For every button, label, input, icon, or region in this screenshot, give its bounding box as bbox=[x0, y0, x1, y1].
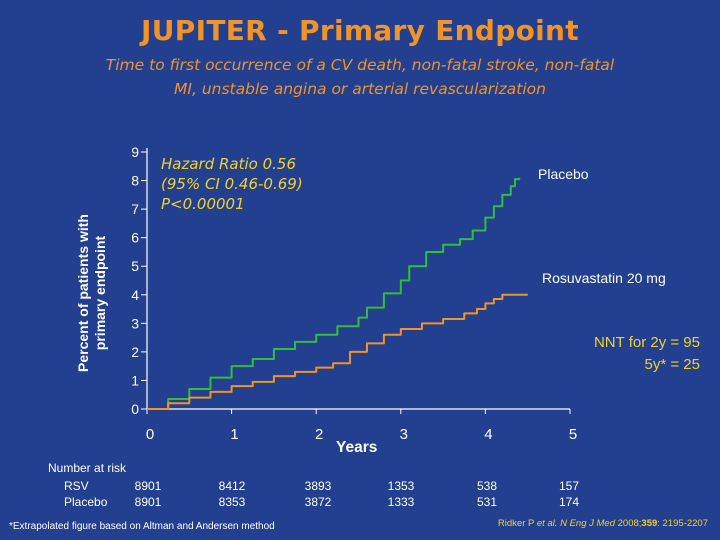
risk-cell: 1333 bbox=[387, 495, 415, 509]
risk-cell: 157 bbox=[558, 479, 580, 493]
y-tick-label: 0 bbox=[131, 401, 139, 417]
y-tick-label: 8 bbox=[131, 173, 139, 189]
citation-year: 2008; bbox=[615, 518, 642, 529]
risk-cell: 1353 bbox=[387, 479, 415, 493]
hazard-ratio-line: Hazard Ratio 0.56 bbox=[161, 155, 296, 173]
placebo-curve bbox=[147, 177, 521, 410]
nnt-2y: NNT for 2y = 95 bbox=[593, 334, 700, 351]
y-tick-label: 2 bbox=[131, 344, 139, 360]
citation-etal: et al. bbox=[536, 518, 558, 529]
x-axis-ticks: 0 1 2 3 4 5 bbox=[146, 409, 577, 443]
x-axis-label: Years bbox=[336, 439, 378, 456]
x-tick-label: 4 bbox=[484, 426, 492, 443]
nnt-annotation: NNT for 2y = 95 5y* = 25 bbox=[594, 332, 700, 376]
risk-cell: 8901 bbox=[134, 495, 162, 509]
x-tick-label: 3 bbox=[400, 426, 408, 443]
nnt-5y: 5y* = 25 bbox=[644, 356, 700, 373]
citation: Ridker P et al. N Eng J Med 2008;359: 21… bbox=[498, 518, 708, 529]
p-value-line: P<0.00001 bbox=[161, 195, 245, 213]
risk-cell: 538 bbox=[476, 479, 498, 493]
y-tick-label: 1 bbox=[131, 372, 139, 388]
y-tick-label: 7 bbox=[131, 201, 139, 217]
y-tick-label: 6 bbox=[131, 230, 139, 246]
risk-cell: 8412 bbox=[218, 479, 246, 493]
subtitle-line-1: Time to first occurrence of a CV death, … bbox=[105, 56, 615, 74]
risk-cell: 8353 bbox=[218, 495, 246, 509]
slide-title: JUPITER - Primary Endpoint bbox=[141, 14, 579, 47]
risk-cell: 8901 bbox=[134, 479, 162, 493]
y-tick-label: 5 bbox=[131, 258, 139, 274]
slide-subtitle: Time to first occurrence of a CV death, … bbox=[40, 53, 680, 101]
legend-rosuvastatin: Rosuvastatin 20 mg bbox=[542, 270, 666, 286]
risk-row-label-rsv: RSV bbox=[64, 479, 89, 493]
x-tick-label: 2 bbox=[315, 426, 323, 443]
legend-placebo: Placebo bbox=[538, 166, 589, 182]
y-tick-label: 9 bbox=[131, 144, 139, 160]
hazard-ratio-annotation: Hazard Ratio 0.56 (95% CI 0.46-0.69) P<0… bbox=[161, 154, 303, 214]
citation-volume: 359 bbox=[641, 518, 658, 529]
citation-pages: : 2195-2207 bbox=[657, 518, 708, 529]
chart-series bbox=[147, 177, 528, 410]
citation-journal: N Eng J Med bbox=[557, 518, 615, 529]
subtitle-line-2: MI, unstable angina or arterial revascul… bbox=[174, 80, 546, 98]
y-tick-label: 3 bbox=[131, 315, 139, 331]
rosuvastatin-curve bbox=[147, 293, 528, 410]
x-tick-label: 0 bbox=[146, 426, 154, 443]
risk-table-header: Number at risk bbox=[48, 461, 127, 475]
risk-cell: 3893 bbox=[304, 479, 332, 493]
citation-authors: Ridker P bbox=[497, 518, 537, 529]
y-tick-label: 4 bbox=[131, 287, 139, 303]
risk-row-label-placebo: Placebo bbox=[64, 495, 108, 509]
footnote: *Extrapolated figure based on Altman and… bbox=[9, 521, 275, 532]
x-tick-label: 1 bbox=[230, 426, 238, 443]
x-tick-label: 5 bbox=[569, 426, 577, 443]
risk-cell: 531 bbox=[476, 495, 498, 509]
confidence-interval-line: (95% CI 0.46-0.69) bbox=[161, 175, 303, 193]
y-axis-ticks: 0 1 2 3 4 5 6 7 8 9 bbox=[131, 144, 147, 417]
chart-axes bbox=[146, 148, 570, 410]
risk-cell: 3872 bbox=[304, 495, 332, 509]
risk-cell: 174 bbox=[558, 495, 580, 509]
